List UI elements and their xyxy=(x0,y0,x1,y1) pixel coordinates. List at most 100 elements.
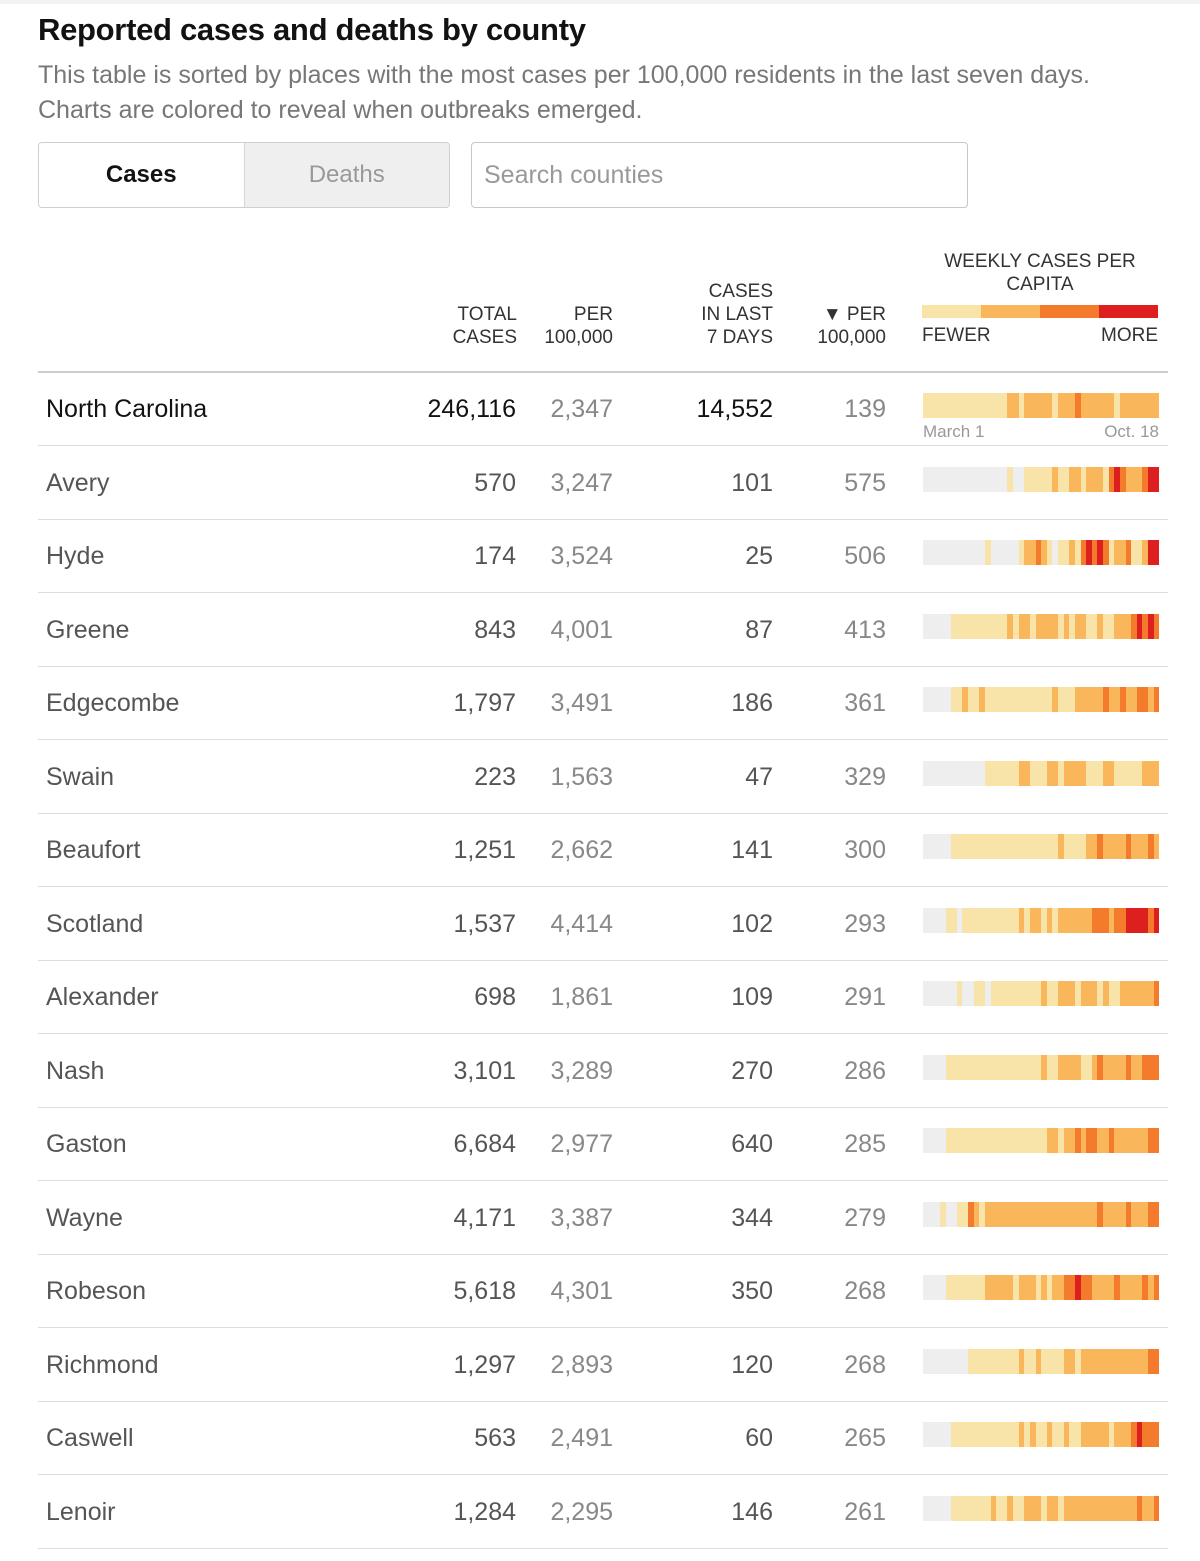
table-row[interactable]: Richmond 1,297 2,893 120 268 xyxy=(38,1329,1168,1402)
total-cases: 223 xyxy=(474,762,516,791)
tab-cases[interactable]: Cases xyxy=(39,143,244,207)
week-cell xyxy=(1119,981,1126,1006)
week-cell xyxy=(1074,760,1081,786)
week-cell xyxy=(939,687,946,712)
week-cell xyxy=(1035,1128,1042,1153)
table-row[interactable]: Lenoir 1,284 2,295 146 261 xyxy=(38,1476,1168,1549)
tab-deaths[interactable]: Deaths xyxy=(243,143,449,207)
column-header-cases-7-days[interactable]: CASES IN LAST 7 DAYS xyxy=(660,280,773,349)
column-header-per-100k[interactable]: PER 100,000 xyxy=(520,303,613,349)
week-cell xyxy=(1091,1128,1098,1153)
week-cell xyxy=(1018,687,1025,712)
table-row[interactable]: Scotland 1,537 4,414 102 293 xyxy=(38,888,1168,961)
week-cell xyxy=(1024,760,1030,786)
table-row[interactable]: Alexander 698 1,861 109 291 xyxy=(38,961,1168,1034)
table-row[interactable]: Wayne 4,171 3,387 344 279 xyxy=(38,1182,1168,1255)
cases-last-7-days: 102 xyxy=(731,909,773,938)
week-cell xyxy=(996,1128,1002,1153)
week-cell xyxy=(1086,1128,1092,1153)
week-cell xyxy=(1069,466,1075,492)
week-cell xyxy=(1074,687,1081,712)
week-cell xyxy=(1058,981,1064,1006)
week-cell xyxy=(1052,1128,1058,1153)
table-row[interactable]: Swain 223 1,563 47 329 xyxy=(38,741,1168,814)
week-cell xyxy=(1142,613,1148,639)
week-cell xyxy=(984,1348,991,1374)
week-cell xyxy=(1080,687,1087,712)
week-cell xyxy=(1063,907,1070,933)
table-row[interactable]: Greene 843 4,001 87 413 xyxy=(38,594,1168,667)
week-cell xyxy=(945,981,952,1006)
week-cell xyxy=(1114,466,1120,492)
week-cell xyxy=(1091,1054,1098,1080)
column-header-per-100k-7-days[interactable]: ▼ PER 100,000 xyxy=(790,303,886,349)
week-cell xyxy=(973,1054,980,1080)
week-cell xyxy=(1131,1422,1137,1447)
week-cell xyxy=(1058,1128,1064,1153)
week-cell xyxy=(1035,1275,1042,1300)
search-counties-input[interactable] xyxy=(471,142,968,208)
week-cell xyxy=(1035,1201,1042,1227)
week-cell xyxy=(968,1201,974,1227)
week-cell xyxy=(973,760,980,786)
week-cell xyxy=(951,1348,957,1374)
column-header-total-cases[interactable]: TOTAL CASES xyxy=(410,303,517,349)
county-name: Beaufort xyxy=(46,836,141,864)
table-row[interactable]: Beaufort 1,251 2,662 141 300 xyxy=(38,814,1168,887)
week-cell xyxy=(973,834,980,859)
cases-per-100k: 3,524 xyxy=(550,542,613,570)
total-cases: 4,171 xyxy=(453,1203,516,1232)
table-row[interactable]: Gaston 6,684 2,977 640 285 xyxy=(38,1108,1168,1181)
week-cell xyxy=(945,760,952,786)
week-cell xyxy=(962,834,968,859)
week-cell xyxy=(1001,613,1008,639)
legend-swatch xyxy=(1040,305,1099,318)
week-cell xyxy=(1086,1201,1092,1227)
week-cell xyxy=(1052,760,1058,786)
week-cell xyxy=(1142,393,1148,418)
state-summary-row[interactable]: North Carolina 246,116 2,347 14,552 139 March… xyxy=(38,373,1168,446)
week-cell xyxy=(1097,1128,1103,1153)
week-cell xyxy=(1103,981,1109,1006)
week-cell xyxy=(1013,907,1019,933)
week-cell xyxy=(968,613,974,639)
week-cell xyxy=(1125,760,1132,786)
week-cell xyxy=(1148,1495,1154,1521)
week-cell xyxy=(1018,1495,1025,1521)
table-row[interactable]: Caswell 563 2,491 60 265 xyxy=(38,1402,1168,1475)
week-cell xyxy=(923,1128,929,1153)
week-cell xyxy=(945,834,952,859)
week-cell xyxy=(1086,1275,1092,1300)
table-row[interactable]: Hyde 174 3,524 25 506 xyxy=(38,520,1168,593)
table-row[interactable]: Edgecombe 1,797 3,491 186 361 xyxy=(38,667,1168,740)
week-cell xyxy=(1142,540,1148,565)
week-cell xyxy=(1080,393,1087,418)
week-cell xyxy=(939,393,946,418)
week-cell xyxy=(1119,1054,1126,1080)
total-cases: 6,684 xyxy=(453,1130,516,1158)
week-cell xyxy=(1091,1348,1098,1374)
week-cell xyxy=(968,1128,974,1153)
week-cell xyxy=(1013,1275,1019,1300)
week-cell xyxy=(1029,613,1036,639)
week-cell xyxy=(1001,540,1008,565)
table-row[interactable]: Nash 3,101 3,289 270 286 xyxy=(38,1035,1168,1108)
per-100k-last-7-days: 413 xyxy=(844,615,886,644)
week-cell xyxy=(984,466,991,492)
week-cell xyxy=(1074,981,1081,1006)
week-cell xyxy=(1080,1495,1087,1521)
week-cell xyxy=(1035,1348,1042,1374)
week-cell xyxy=(1069,540,1075,565)
week-cell xyxy=(1018,393,1025,418)
week-cell xyxy=(951,981,957,1006)
week-cell xyxy=(1046,760,1053,786)
week-cell xyxy=(962,1128,968,1153)
week-cell xyxy=(951,1128,957,1153)
table-row[interactable]: Robeson 5,618 4,301 350 268 xyxy=(38,1255,1168,1328)
week-cell xyxy=(1091,1422,1098,1447)
week-cell xyxy=(1114,760,1120,786)
header-text: TOTAL xyxy=(457,304,517,325)
week-cell xyxy=(923,687,929,712)
table-row[interactable]: Avery 570 3,247 101 575 xyxy=(38,447,1168,520)
week-cell xyxy=(968,466,974,492)
